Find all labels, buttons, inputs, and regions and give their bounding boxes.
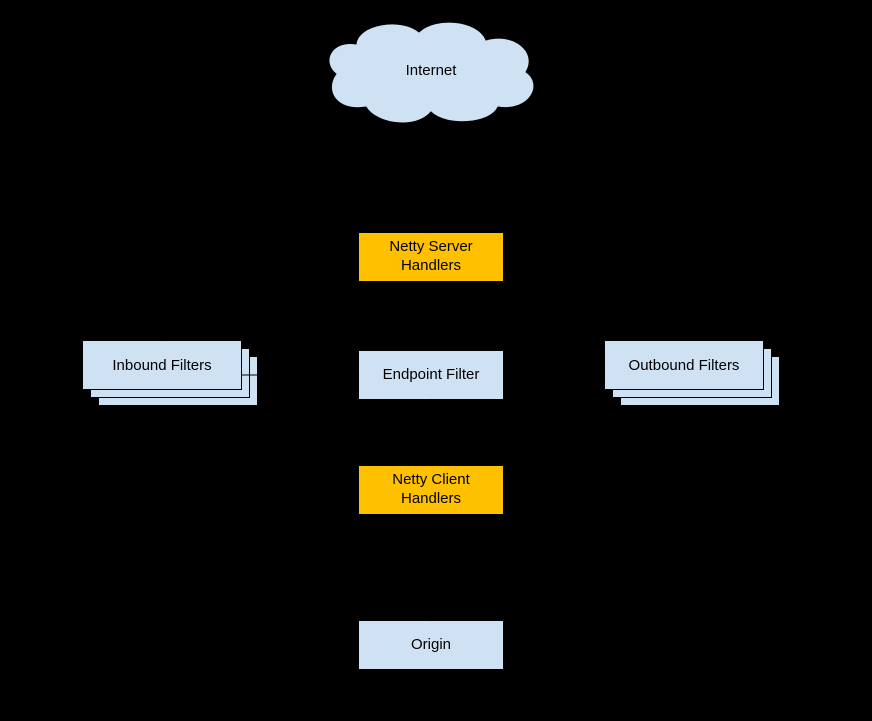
internet-cloud <box>316 12 546 132</box>
outbound-filters-stack: Outbound Filters <box>604 340 780 406</box>
endpoint-filter-label: Endpoint Filter <box>379 364 484 387</box>
outbound-filters-box: Outbound Filters <box>604 340 764 390</box>
diagram-canvas: Internet Netty ServerHandlers Inbound Fi… <box>0 0 872 721</box>
outbound-filters-label: Outbound Filters <box>629 357 740 374</box>
inbound-filters-stack: Inbound Filters <box>82 340 258 406</box>
inbound-filters-label: Inbound Filters <box>112 357 211 374</box>
origin-box: Origin <box>358 620 504 670</box>
netty-client-label: Netty ClientHandlers <box>388 469 474 511</box>
netty-client-box: Netty ClientHandlers <box>358 465 504 515</box>
netty-server-label: Netty ServerHandlers <box>385 236 476 278</box>
origin-label: Origin <box>407 634 455 657</box>
inbound-filters-box: Inbound Filters <box>82 340 242 390</box>
netty-server-box: Netty ServerHandlers <box>358 232 504 282</box>
endpoint-filter-box: Endpoint Filter <box>358 350 504 400</box>
